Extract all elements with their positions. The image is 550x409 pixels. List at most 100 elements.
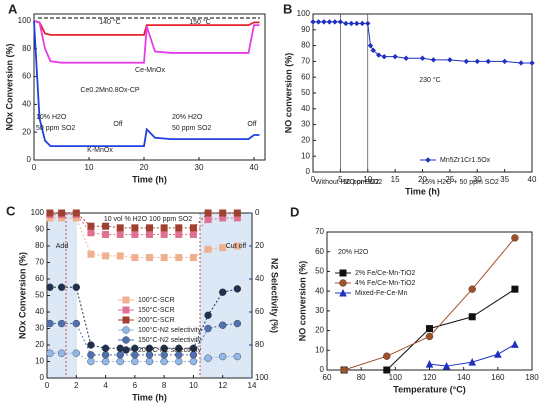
y-tick-label: 70	[301, 57, 310, 66]
marker	[160, 344, 168, 352]
marker	[321, 19, 327, 25]
x-tick-label: 12	[218, 381, 227, 390]
marker	[87, 229, 95, 237]
marker	[339, 288, 347, 297]
y-tick-label: 80	[301, 41, 310, 50]
y-tick-label: 10	[315, 345, 324, 354]
y-axis-label: NO conversion (%)	[283, 53, 293, 134]
y-tick-label: 40	[22, 99, 31, 108]
marker	[233, 209, 241, 217]
x-tick-label: 10	[189, 381, 198, 390]
marker	[219, 288, 227, 296]
panel-label: D	[290, 204, 299, 219]
y-tick-label: 40	[315, 286, 324, 295]
x-axis-label: Temperature (°C)	[393, 384, 465, 394]
x-axis-label: Time (h)	[405, 186, 440, 196]
panel: D 60 80 100 120 140 160 180 0 10 20 30 40 50 60 70 Tempe…	[290, 204, 539, 394]
x-tick-label: 0	[32, 163, 37, 172]
x-tick-label: 100	[389, 373, 403, 382]
marker	[122, 296, 130, 304]
series-label: Ce0.2Mn0.8Ox-CP	[80, 87, 139, 94]
marker	[375, 52, 382, 58]
marker	[354, 20, 360, 27]
marker	[529, 60, 535, 66]
marker	[204, 354, 212, 362]
y-tick-label: 60	[315, 247, 324, 256]
marker	[511, 340, 519, 348]
y-axis-label: NO conversion (%)	[297, 261, 307, 342]
x-tick-label: 15	[391, 175, 400, 184]
series-line	[343, 237, 516, 371]
marker	[403, 55, 409, 61]
marker	[87, 250, 95, 258]
marker	[72, 283, 80, 291]
x-tick-label: 160	[491, 373, 505, 382]
annotation: 10% H2O	[36, 114, 67, 121]
marker	[339, 269, 347, 277]
annotation: 10 vol % H2O 100 ppm SO2	[104, 216, 192, 223]
marker	[204, 216, 212, 224]
y2-axis-label: N2 Selectivity (%)	[270, 258, 280, 333]
x-tick-label: 0	[311, 175, 316, 184]
marker	[116, 351, 124, 359]
marker	[175, 230, 183, 238]
x-tick-label: 10	[363, 175, 372, 184]
y-axis-label: NOx Conversion (%)	[17, 252, 27, 339]
annotation: Without H2O or SO2	[315, 179, 379, 186]
marker	[131, 254, 139, 262]
y-tick-label: 40	[35, 307, 44, 316]
marker	[145, 344, 154, 352]
x-tick-label: 40	[250, 163, 259, 172]
y-tick-label: 90	[35, 225, 44, 234]
marker	[189, 344, 198, 352]
y-tick-label: 100	[297, 9, 311, 18]
marker	[447, 57, 453, 63]
series-label: Ce-MnOx	[135, 67, 165, 74]
y-tick-label: 70	[35, 258, 44, 267]
marker	[425, 332, 434, 341]
y2-tick-label: 0	[255, 208, 260, 217]
y-tick-label: 30	[35, 324, 44, 333]
marker	[116, 230, 124, 238]
y-tick-label: 0	[320, 365, 325, 374]
marker	[233, 242, 241, 250]
x-tick-label: 8	[162, 381, 167, 390]
marker	[46, 319, 54, 328]
x-tick-label: 180	[525, 373, 539, 382]
marker	[189, 254, 197, 262]
marker	[46, 283, 54, 291]
marker	[233, 319, 242, 328]
y-tick-label: 0	[306, 167, 311, 176]
x-tick-label: 4	[103, 381, 108, 390]
y-tick-label: 20	[35, 340, 44, 349]
marker	[419, 55, 426, 61]
annotation: 50 ppm SO2	[172, 125, 211, 132]
annotation: 15% H2O + 50 ppm SO2	[421, 179, 499, 186]
marker	[131, 224, 139, 232]
annotation: 230 °C	[419, 76, 440, 84]
marker	[160, 254, 168, 262]
marker	[367, 42, 374, 49]
annotation: 150 °C	[189, 18, 210, 26]
marker	[87, 222, 95, 230]
x-tick-label: 5	[338, 175, 343, 184]
annotation: Off	[247, 121, 256, 128]
marker	[189, 357, 198, 366]
marker	[175, 224, 183, 232]
marker	[146, 230, 153, 238]
marker	[145, 357, 154, 366]
marker	[101, 357, 110, 366]
y-tick-label: 0	[40, 373, 45, 382]
legend-label: 2% Fe/Ce-Mn-TiO2	[355, 270, 416, 277]
marker	[72, 319, 80, 328]
marker	[468, 313, 476, 321]
y-tick-label: 90	[301, 25, 310, 34]
panel-label: B	[283, 1, 292, 16]
x-tick-label: 30	[473, 175, 482, 184]
y2-tick-label: 40	[255, 274, 264, 283]
marker	[494, 350, 502, 358]
x-tick-label: 40	[528, 175, 537, 184]
marker	[468, 285, 476, 293]
marker	[146, 254, 153, 262]
x-tick-label: 2	[74, 381, 79, 390]
